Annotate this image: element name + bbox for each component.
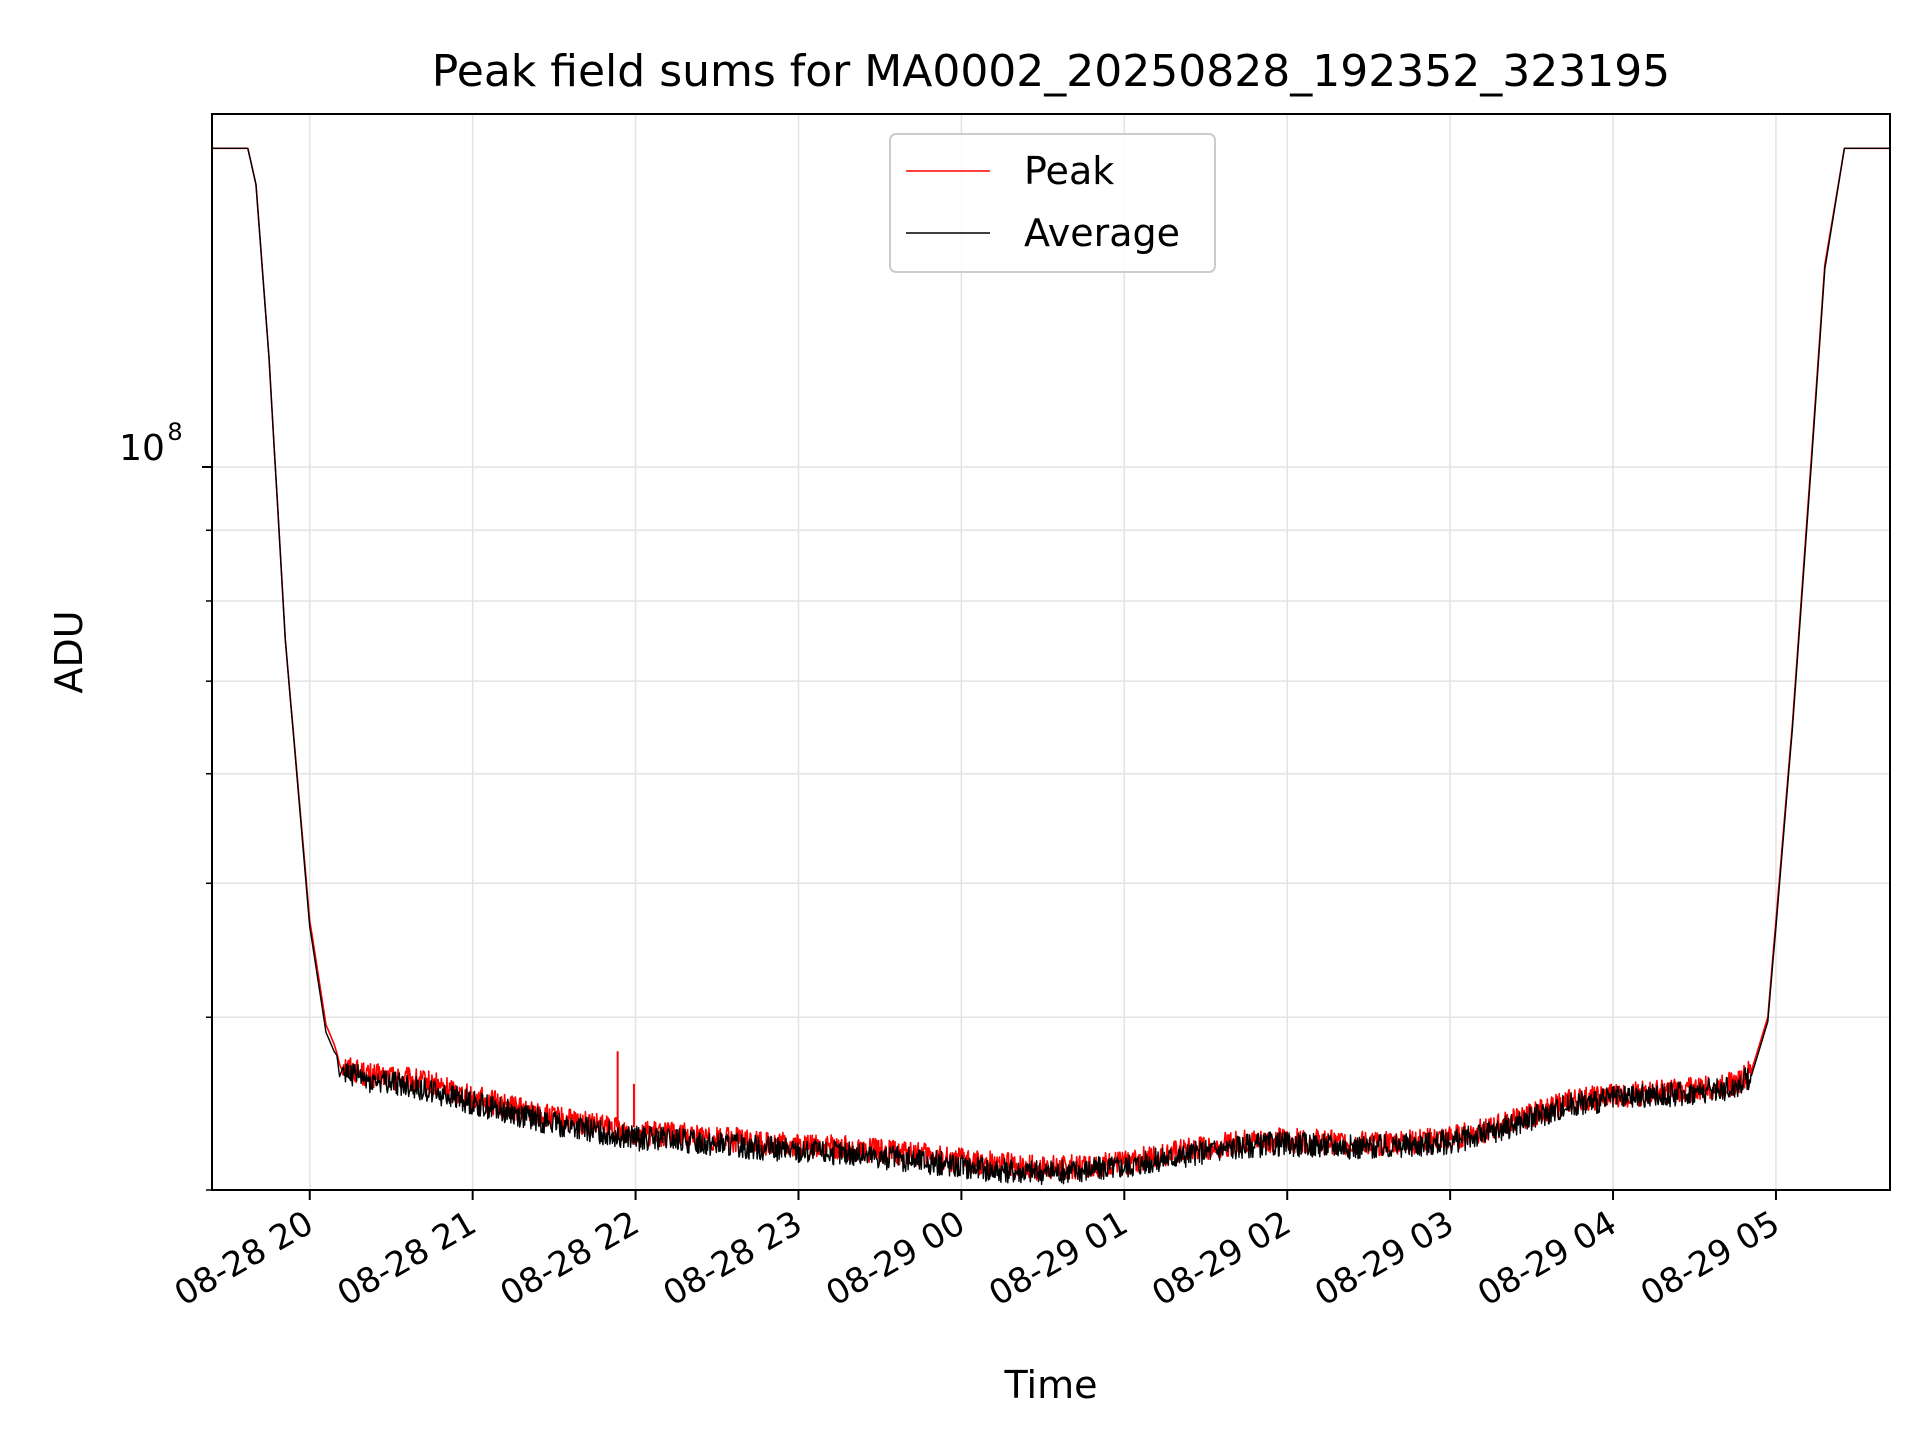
plot-frame (211, 113, 1891, 1191)
y-major-tick-label: 10 8 (119, 418, 183, 469)
legend-label-peak: Peak (1024, 149, 1114, 193)
legend: Peak Average (889, 133, 1216, 273)
y-tick-label-exponent: 8 (167, 418, 182, 446)
y-tick-label-base: 10 (119, 428, 165, 469)
y-axis-label: ADU (47, 610, 91, 693)
legend-label-average: Average (1024, 211, 1180, 255)
series-line-average (211, 147, 1891, 1186)
series-layer (211, 147, 1891, 1186)
chart-title: Peak field sums for MA0002_20250828_1923… (432, 46, 1670, 97)
x-axis-label: Time (1004, 1363, 1098, 1407)
legend-box (889, 133, 1216, 273)
